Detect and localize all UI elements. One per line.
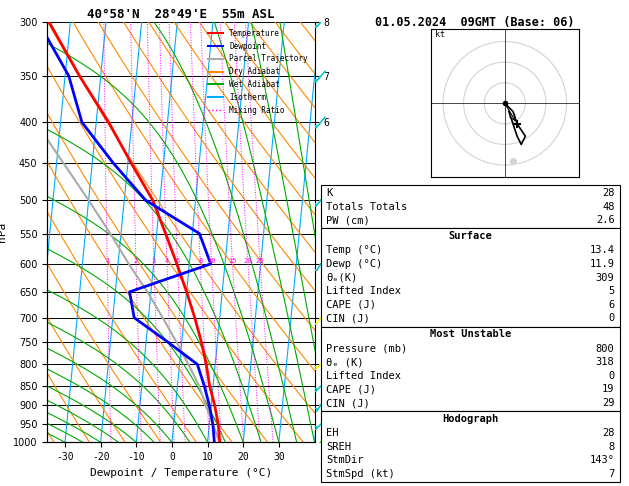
Text: 2.6: 2.6 (596, 215, 615, 226)
Text: SREH: SREH (326, 442, 351, 452)
Y-axis label: km
ASL: km ASL (345, 232, 363, 254)
Text: 7: 7 (608, 469, 615, 479)
Text: StmSpd (kt): StmSpd (kt) (326, 469, 394, 479)
Text: 29: 29 (602, 398, 615, 408)
Legend: Temperature, Dewpoint, Parcel Trajectory, Dry Adiabat, Wet Adiabat, Isotherm, Mi: Temperature, Dewpoint, Parcel Trajectory… (204, 26, 311, 118)
Text: Surface: Surface (448, 231, 492, 241)
Text: 0: 0 (608, 371, 615, 381)
Text: 01.05.2024  09GMT (Base: 06): 01.05.2024 09GMT (Base: 06) (375, 16, 575, 29)
Text: 6: 6 (608, 300, 615, 310)
Text: 8: 8 (608, 442, 615, 452)
Text: Lifted Index: Lifted Index (326, 371, 401, 381)
Text: Lifted Index: Lifted Index (326, 286, 401, 296)
Text: LCL: LCL (320, 431, 335, 440)
Text: 3: 3 (152, 258, 156, 264)
Text: Totals Totals: Totals Totals (326, 202, 407, 212)
Text: 4: 4 (165, 258, 169, 264)
Text: Temp (°C): Temp (°C) (326, 245, 382, 256)
Text: CIN (J): CIN (J) (326, 398, 370, 408)
Text: θₑ(K): θₑ(K) (326, 273, 357, 283)
Text: CAPE (J): CAPE (J) (326, 384, 376, 395)
Text: 10: 10 (208, 258, 216, 264)
Text: 5: 5 (175, 258, 180, 264)
Text: Dewp (°C): Dewp (°C) (326, 259, 382, 269)
Text: Pressure (mb): Pressure (mb) (326, 344, 407, 354)
Text: 318: 318 (596, 357, 615, 367)
Text: 309: 309 (596, 273, 615, 283)
Text: 8: 8 (198, 258, 203, 264)
Text: 1: 1 (105, 258, 109, 264)
Text: Most Unstable: Most Unstable (430, 329, 511, 339)
Text: 28: 28 (602, 428, 615, 438)
Text: PW (cm): PW (cm) (326, 215, 370, 226)
Text: 0: 0 (608, 313, 615, 324)
Y-axis label: hPa: hPa (0, 222, 8, 242)
Text: EH: EH (326, 428, 338, 438)
Text: 19: 19 (602, 384, 615, 395)
Text: 2: 2 (134, 258, 138, 264)
Text: 800: 800 (596, 344, 615, 354)
Text: 25: 25 (256, 258, 264, 264)
Text: Hodograph: Hodograph (442, 414, 498, 424)
Text: © weatheronline.co.uk: © weatheronline.co.uk (408, 471, 532, 481)
Text: CIN (J): CIN (J) (326, 313, 370, 324)
Text: K: K (326, 188, 332, 198)
Text: 11.9: 11.9 (589, 259, 615, 269)
Text: StmDir: StmDir (326, 455, 364, 466)
Title: 40°58'N  28°49'E  55m ASL: 40°58'N 28°49'E 55m ASL (87, 8, 275, 21)
Text: 20: 20 (243, 258, 252, 264)
Text: CAPE (J): CAPE (J) (326, 300, 376, 310)
Text: θₑ (K): θₑ (K) (326, 357, 364, 367)
Text: 143°: 143° (589, 455, 615, 466)
Text: 13.4: 13.4 (589, 245, 615, 256)
Text: 28: 28 (602, 188, 615, 198)
X-axis label: Dewpoint / Temperature (°C): Dewpoint / Temperature (°C) (90, 468, 272, 478)
Text: kt: kt (435, 31, 445, 39)
Text: 5: 5 (608, 286, 615, 296)
Text: 48: 48 (602, 202, 615, 212)
Text: 15: 15 (228, 258, 237, 264)
